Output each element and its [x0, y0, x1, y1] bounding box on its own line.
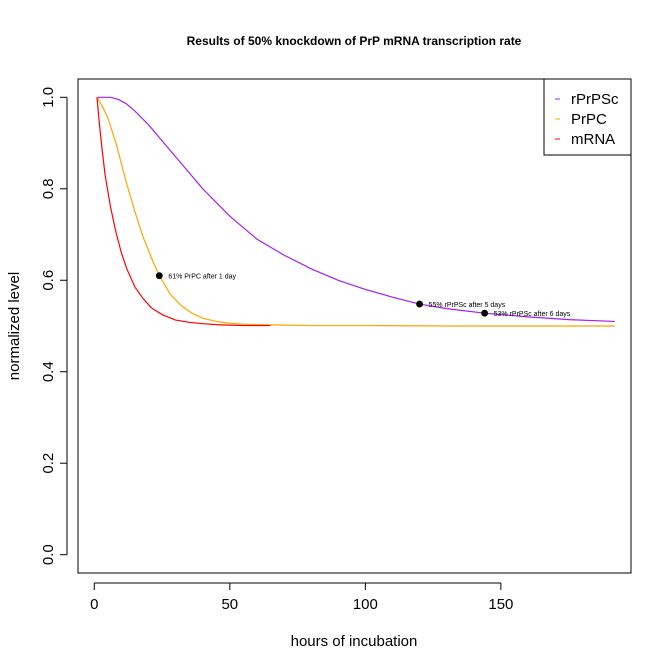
x-tick-label: 0: [90, 596, 98, 613]
y-axis-label: normalized level: [6, 272, 23, 380]
annotation-label: 61% PrPC after 1 day: [168, 274, 236, 281]
legend-entry: rPrPSc: [571, 91, 619, 108]
annotation-point: [155, 272, 163, 280]
x-tick-label: 100: [353, 596, 378, 613]
y-tick-label: 0.6: [40, 270, 57, 291]
y-axis: 0.0 0.2 0.4 0.6 0.8 1.0: [40, 87, 68, 565]
annotation-label: 55% rPrPSc after 5 days: [429, 302, 506, 309]
series-line-mrna: [96, 97, 271, 327]
annotation-layer: 61% PrPC after 1 day 55% rPrPSc after 5 d…: [155, 272, 571, 318]
series-line-rprpsc: [96, 96, 615, 323]
x-tick-label: 150: [488, 596, 513, 613]
y-tick-label: 0.2: [40, 453, 57, 474]
x-axis: 0 50 100 150: [90, 582, 513, 613]
legend-box: [543, 78, 632, 156]
series-layer: [96, 96, 615, 327]
y-tick-label: 0.0: [40, 544, 57, 565]
x-tick-label: 50: [221, 596, 238, 613]
y-tick-label: 1.0: [40, 87, 57, 108]
legend: rPrPSc PrPC mRNA: [543, 78, 632, 156]
chart-title: Results of 50% knockdown of PrP mRNA tra…: [187, 34, 522, 48]
y-tick-label: 0.8: [40, 178, 57, 199]
legend-entry: mRNA: [571, 131, 615, 148]
annotation-label: 53% rPrPSc after 6 days: [494, 311, 571, 318]
plot-frame: [77, 78, 632, 574]
annotation-point: [481, 309, 489, 317]
annotation-point: [416, 300, 423, 308]
x-axis-label: hours of incubation: [291, 633, 418, 650]
legend-entry: PrPC: [571, 111, 607, 128]
series-line-prpc: [96, 96, 615, 327]
y-tick-label: 0.4: [40, 361, 57, 382]
